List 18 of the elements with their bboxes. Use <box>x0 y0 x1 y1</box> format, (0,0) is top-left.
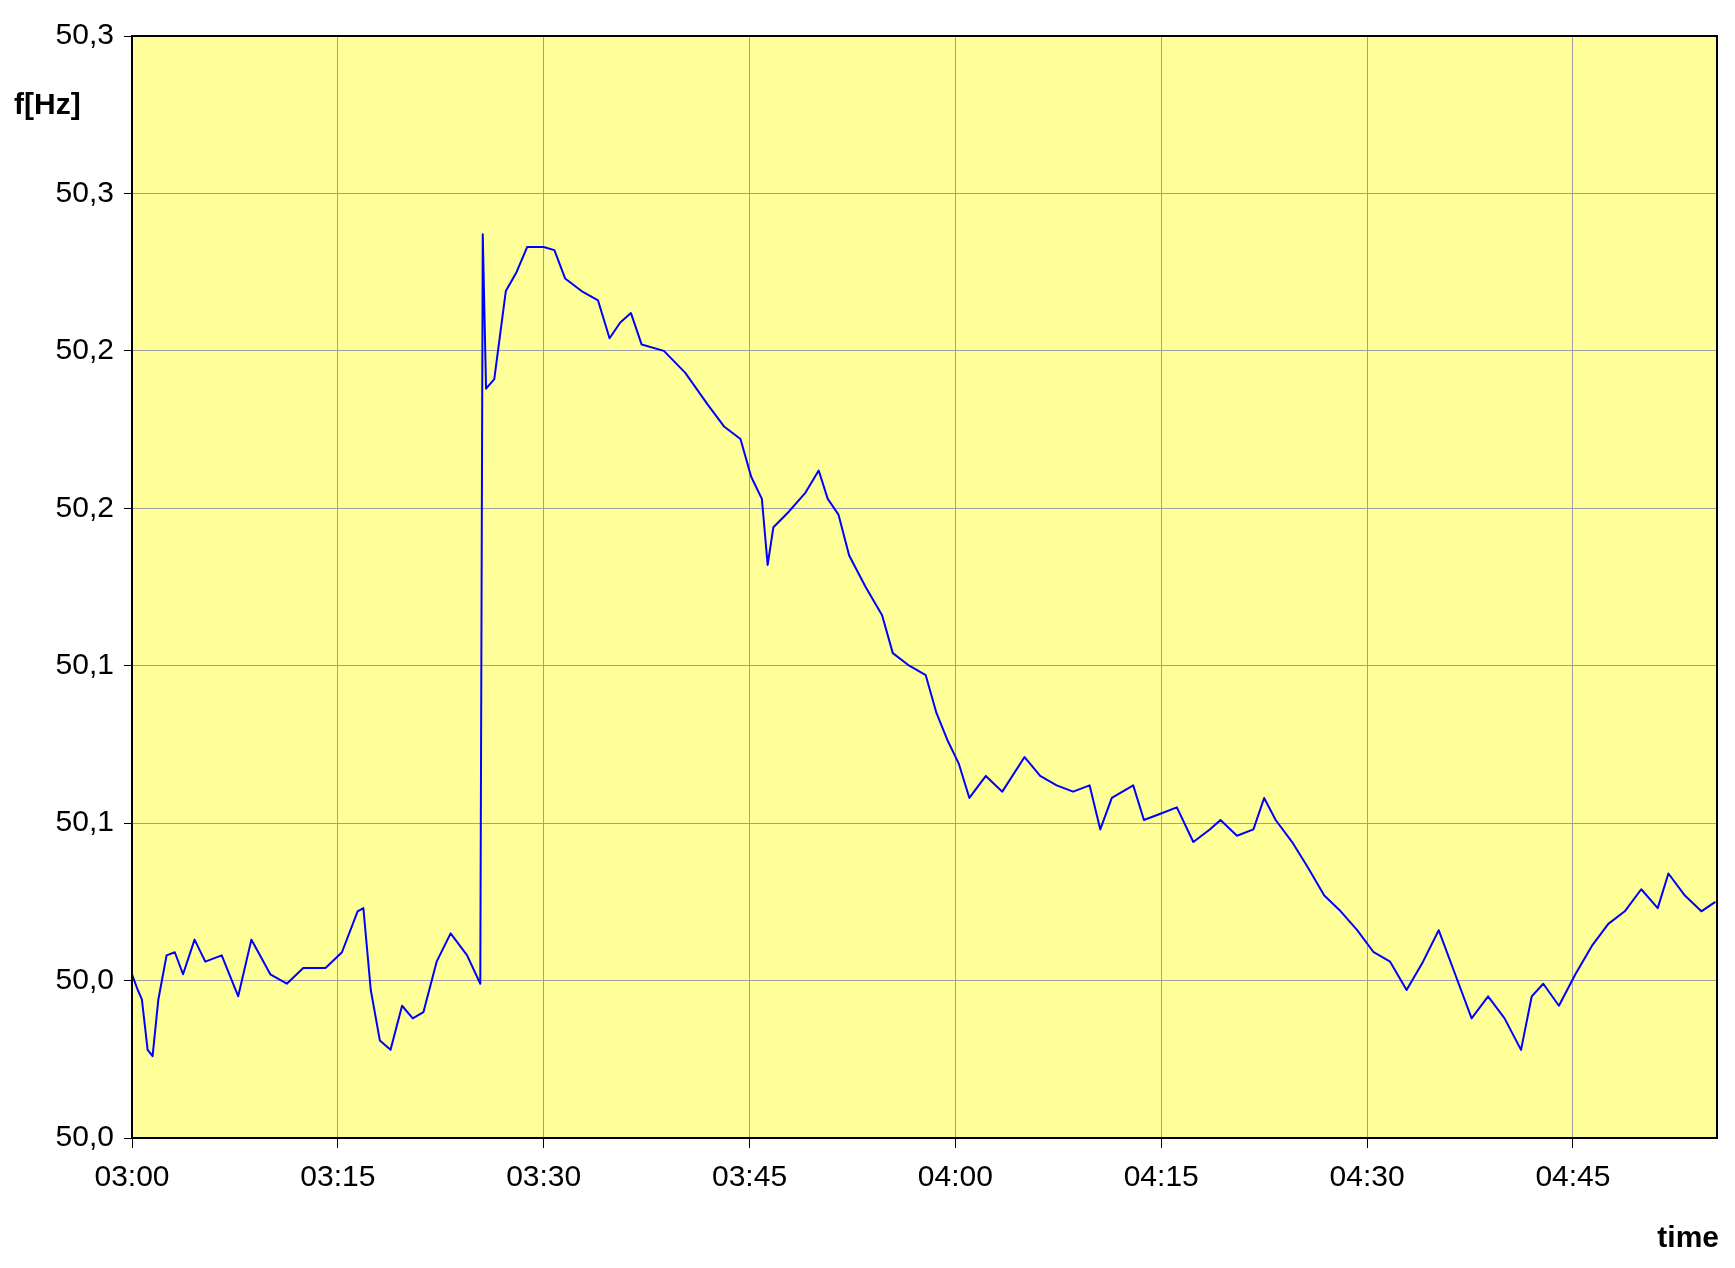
y-tick-label: 50,3 <box>55 174 114 208</box>
x-tick-label: 04:30 <box>1329 1159 1405 1193</box>
y-tick-label: 50,2 <box>55 332 114 366</box>
y-tick-label: 50,1 <box>55 646 114 680</box>
x-tick-label: 04:45 <box>1535 1159 1611 1193</box>
x-tick-label: 03:00 <box>94 1159 170 1193</box>
x-axis-title: time <box>1657 1220 1719 1254</box>
x-tick-label: 04:15 <box>1123 1159 1199 1193</box>
y-axis-title: f[Hz] <box>14 87 81 121</box>
x-tick-label: 03:30 <box>506 1159 582 1193</box>
x-tick-label: 03:15 <box>300 1159 376 1193</box>
y-tick-label: 50,1 <box>55 804 114 838</box>
y-tick-label: 50,0 <box>55 961 114 995</box>
x-tick-label: 04:00 <box>917 1159 993 1193</box>
y-tick-label: 50,2 <box>55 489 114 523</box>
y-tick-label: 50,3 <box>55 17 114 51</box>
x-tick-label: 03:45 <box>711 1159 788 1193</box>
y-tick-label: 50,0 <box>55 1119 114 1153</box>
